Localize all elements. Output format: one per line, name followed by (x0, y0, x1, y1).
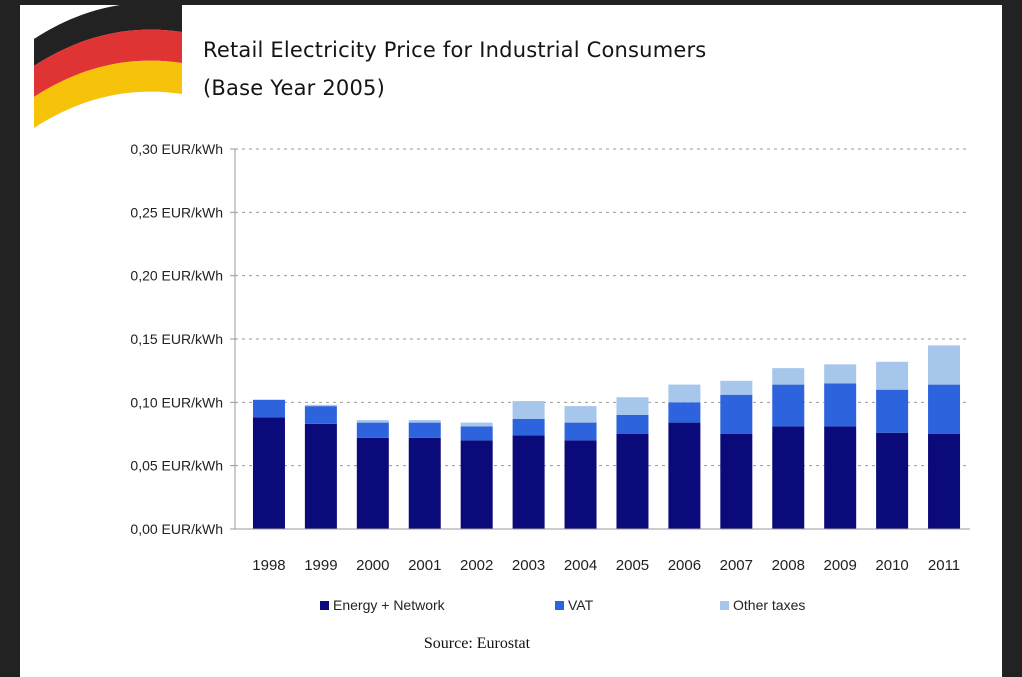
bar-segment (356, 420, 389, 423)
bar-segment (460, 426, 493, 441)
y-axis-ticks: 0,00 EUR/kWh 0,05 EUR/kWh 0,10 EUR/kWh 0,15… (130, 141, 235, 537)
y-tick-label: 0,10 EUR/kWh (130, 394, 223, 410)
x-tick-label: 2010 (875, 557, 908, 574)
bar-segment (824, 383, 857, 427)
bar-segment (408, 422, 441, 438)
x-tick-label: 2008 (772, 557, 805, 574)
x-tick-label: 1998 (252, 557, 285, 574)
y-tick-label: 0,20 EUR/kWh (130, 268, 223, 284)
bar-segment (720, 394, 753, 434)
bar-segment (408, 437, 441, 529)
x-tick-label: 2003 (512, 557, 545, 574)
chart-title-line-1: Retail Electricity Price for Industrial … (203, 38, 707, 62)
bar-segment (928, 434, 961, 529)
bar-segment (668, 384, 701, 403)
bar-segment (460, 440, 493, 529)
legend-label: Energy + Network (333, 597, 446, 613)
bar-segment (564, 406, 597, 423)
bar-chart: 0,00 EUR/kWh 0,05 EUR/kWh 0,10 EUR/kWh 0,15… (130, 141, 970, 652)
x-tick-label: 2001 (408, 557, 441, 574)
bar-segment (720, 380, 753, 395)
bar-segment (252, 399, 285, 418)
bar-segment (460, 422, 493, 427)
x-tick-label: 2004 (564, 557, 597, 574)
bar-segment (876, 361, 909, 390)
bar-segment (252, 417, 285, 529)
x-tick-label: 1999 (304, 557, 337, 574)
germany-flag-icon (34, 5, 182, 128)
bar-segment (356, 422, 389, 438)
bar-segment (876, 432, 909, 529)
legend-swatch (320, 601, 329, 610)
slide: Retail Electricity Price for Industrial … (20, 5, 1002, 677)
y-tick-label: 0,05 EUR/kWh (130, 458, 223, 474)
bar-segment (668, 422, 701, 529)
y-tick-label: 0,25 EUR/kWh (130, 204, 223, 220)
legend-label: VAT (568, 597, 594, 613)
bar-segment (824, 364, 857, 384)
bar-segment (408, 420, 441, 423)
y-tick-label: 0,15 EUR/kWh (130, 331, 223, 347)
bar-segment (772, 426, 805, 529)
bar-segment (304, 423, 337, 529)
bar-segment (876, 389, 909, 433)
legend-swatch (720, 601, 729, 610)
bars (252, 345, 961, 529)
x-tick-label: 2007 (720, 557, 753, 574)
bar-segment (928, 384, 961, 434)
bar-segment (616, 397, 649, 415)
bar-segment (616, 434, 649, 529)
bar-segment (564, 440, 597, 529)
bar-segment (824, 426, 857, 529)
bar-segment (772, 384, 805, 427)
x-axis-labels: 1998 1999 2000 2001 2002 2003 2004 2005 2006 2007… (252, 557, 960, 574)
source-note: Source: Eurostat (424, 635, 531, 652)
bar-segment (720, 434, 753, 529)
x-tick-label: 2009 (823, 557, 856, 574)
bar-segment (512, 435, 545, 529)
bar-segment (616, 415, 649, 434)
bar-segment (512, 401, 545, 419)
bar-segment (668, 402, 701, 423)
x-tick-label: 2011 (928, 557, 960, 574)
chart-title-line-2: (Base Year 2005) (203, 76, 385, 100)
x-tick-label: 2000 (356, 557, 389, 574)
bar-segment (772, 368, 805, 385)
x-tick-label: 2002 (460, 557, 493, 574)
bar-segment (564, 422, 597, 441)
gridlines (235, 148, 970, 467)
bar-segment (928, 345, 961, 385)
y-tick-label: 0,00 EUR/kWh (130, 521, 223, 537)
x-tick-label: 2006 (668, 557, 701, 574)
bar-segment (304, 406, 337, 424)
bar-segment (304, 404, 337, 407)
bar-segment (356, 437, 389, 529)
legend: Energy + Network VAT Other taxes (320, 597, 805, 613)
x-tick-label: 2005 (616, 557, 649, 574)
legend-label: Other taxes (733, 597, 805, 613)
bar-segment (512, 418, 545, 436)
legend-swatch (555, 601, 564, 610)
y-tick-label: 0,30 EUR/kWh (130, 141, 223, 157)
